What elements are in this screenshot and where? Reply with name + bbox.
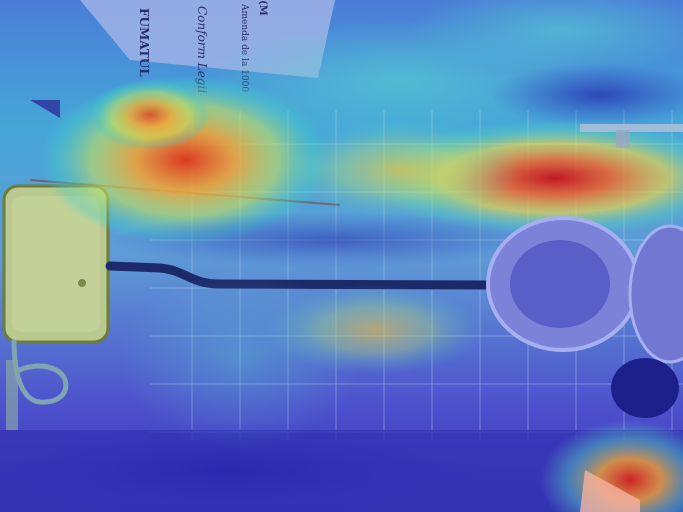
toilet-base	[611, 358, 679, 418]
bin	[580, 470, 640, 512]
toilet-seat	[486, 216, 683, 364]
sign-line-1: FUMATUL	[137, 8, 151, 77]
sign-line-4: (M	[257, 0, 268, 16]
inlet-pipe	[11, 339, 69, 405]
wall-shelf	[580, 124, 683, 132]
